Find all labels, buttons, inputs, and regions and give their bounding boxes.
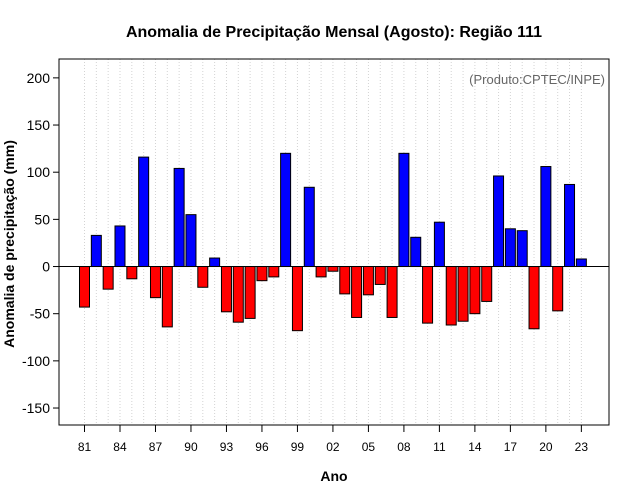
y-tick-label: 150	[27, 117, 51, 133]
plot-frame	[58, 58, 610, 426]
bar-1998	[280, 152, 292, 268]
x-axis: 81 84 87 90 93 96 99 02 05 08 11 14 17 20 23	[78, 425, 589, 454]
bar-1997	[268, 266, 280, 278]
bar-2000	[303, 186, 315, 268]
x-tick-label: 81	[78, 440, 92, 454]
bar-2017	[504, 228, 516, 268]
y-tick-label: 200	[27, 70, 51, 86]
bar-1988	[161, 266, 173, 328]
bar-1982	[90, 234, 102, 268]
bar-2002	[327, 266, 339, 272]
x-tick-label: 11	[433, 440, 446, 454]
x-tick-label: 08	[397, 440, 411, 454]
x-tick-label: 02	[326, 440, 340, 454]
bar-2005	[362, 266, 374, 296]
x-tick-label: 17	[504, 440, 518, 454]
bar-1992	[209, 257, 221, 268]
y-axis-title: Anomalia de precipitação (mm)	[1, 140, 17, 348]
bar-2004	[351, 266, 363, 318]
bar-2020	[540, 166, 552, 268]
bar-2006	[374, 266, 386, 285]
x-tick-label: 87	[149, 440, 163, 454]
bar-2014	[469, 266, 481, 315]
y-tick-label: -50	[30, 306, 50, 322]
bar-1983	[102, 266, 114, 290]
bar-2021	[552, 266, 564, 312]
y-tick-label: -100	[22, 353, 50, 369]
bar-1993	[220, 266, 232, 313]
bar-2007	[386, 266, 398, 318]
bar-1989	[173, 167, 185, 268]
bar-1984	[114, 225, 126, 268]
bar-2022	[564, 183, 576, 268]
bar-1985	[126, 266, 138, 280]
bar-2016	[493, 175, 505, 268]
bar-2010	[422, 266, 434, 324]
x-tick-label: 23	[575, 440, 589, 454]
bar-2013	[457, 266, 469, 322]
y-axis: -150 -100 -50 0 50 100 150 200	[22, 70, 59, 416]
x-tick-label: 93	[220, 440, 234, 454]
chart-title: Anomalia de Precipitação Mensal (Agosto)…	[126, 24, 542, 41]
bar-1990	[185, 214, 197, 268]
bar-2012	[445, 266, 457, 326]
bar-1986	[138, 156, 150, 268]
bar-2023	[575, 258, 587, 268]
bar-2001	[315, 266, 327, 278]
x-tick-label: 99	[291, 440, 305, 454]
bar-1981	[79, 266, 90, 308]
bar-2019	[528, 266, 540, 330]
x-tick-label: 14	[468, 440, 482, 454]
x-tick-label: 90	[184, 440, 198, 454]
y-tick-label: 100	[27, 164, 51, 180]
bar-2003	[339, 266, 351, 295]
bars-group	[79, 152, 587, 332]
bar-2015	[481, 266, 493, 302]
bar-1995	[244, 266, 256, 319]
bar-2009	[410, 236, 422, 268]
y-tick-label: -150	[22, 400, 50, 416]
bar-2008	[398, 152, 410, 268]
x-tick-label: 96	[255, 440, 269, 454]
bar-1999	[291, 266, 303, 332]
bar-1996	[256, 266, 268, 282]
bar-1987	[149, 266, 161, 299]
y-tick-label: 0	[42, 259, 50, 275]
x-axis-title: Ano	[320, 468, 347, 484]
y-tick-label: 50	[34, 211, 50, 227]
x-tick-label: 84	[113, 440, 127, 454]
bar-2011	[433, 221, 445, 268]
bar-2018	[516, 230, 528, 268]
x-tick-label: 20	[539, 440, 553, 454]
bar-1991	[197, 266, 209, 288]
source-credit: (Produto:CPTEC/INPE)	[469, 72, 605, 87]
x-tick-label: 05	[362, 440, 376, 454]
bar-1994	[232, 266, 244, 323]
